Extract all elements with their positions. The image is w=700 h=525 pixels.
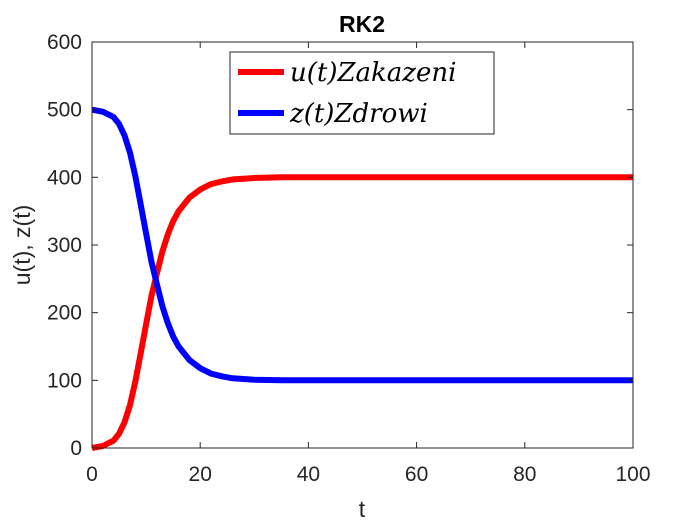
y-tick-label: 200 [47,302,82,325]
x-axis-label: t [359,496,366,522]
x-tick-label: 0 [86,463,98,486]
y-tick-label: 100 [47,369,82,392]
legend-box [229,51,495,135]
plot-frame [91,41,634,449]
legend: u(t)Zakazeni z(t)Zdrowi [229,51,495,135]
y-tick-label: 400 [47,166,82,189]
chart-title: RK2 [339,11,385,37]
x-tick-label: 80 [513,463,536,486]
y-axis-label: u(t), z(t) [9,205,35,286]
x-tick-label: 20 [189,463,212,486]
x-tick-label: 100 [615,463,650,486]
ticks-layer: 0 20 40 60 80 100 0 100 200 300 400 500 600 [47,31,651,486]
series-layer [91,106,633,451]
y-tick-label: 300 [47,234,82,257]
legend-label-u: u(t)Zakazeni [290,58,456,88]
x-tick-label: 40 [297,463,320,486]
y-tick-label: 500 [47,99,82,122]
series-line-u [91,174,633,451]
y-tick-label: 600 [47,31,82,54]
series-line-z [91,106,633,384]
x-tick-label: 60 [405,463,428,486]
y-tick-label: 0 [70,437,82,460]
legend-label-z: z(t)Zdrowi [289,99,428,129]
